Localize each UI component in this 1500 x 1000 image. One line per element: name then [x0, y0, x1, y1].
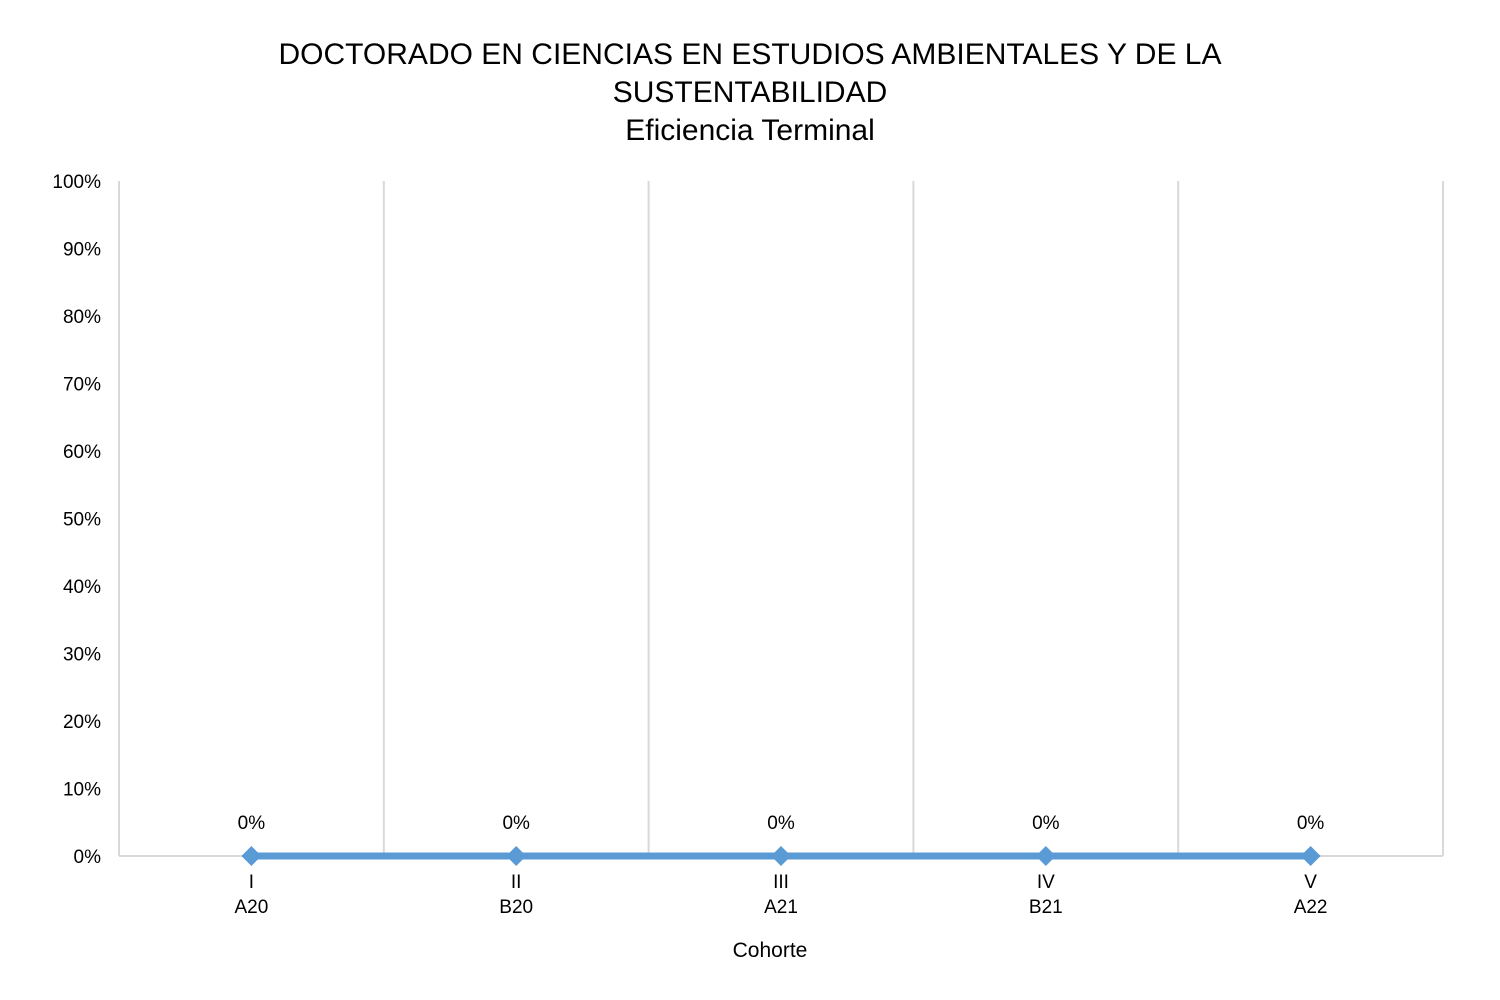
data-point-marker	[1301, 846, 1321, 866]
data-label: 0%	[1032, 813, 1060, 834]
data-label: 0%	[502, 813, 530, 834]
y-tick-label: 30%	[63, 645, 101, 666]
x-tick-label-roman: III	[773, 872, 789, 893]
y-tick-label: 0%	[74, 847, 102, 868]
x-tick-label-roman: V	[1304, 872, 1317, 893]
series: 0% 0% 0% 0% 0%	[238, 813, 1325, 866]
x-tick-label-roman: IV	[1037, 872, 1055, 893]
data-label: 0%	[238, 813, 266, 834]
y-tick-label: 80%	[63, 307, 101, 328]
x-tick-label-code: A22	[1294, 897, 1328, 918]
x-tick-label-code: B21	[1029, 897, 1063, 918]
y-tick-label: 10%	[63, 780, 101, 801]
y-tick-label: 50%	[63, 510, 101, 531]
x-tick-label-code: B20	[499, 897, 533, 918]
x-tick-label-code: A20	[234, 897, 268, 918]
data-point-marker	[506, 846, 526, 866]
gridlines	[119, 181, 1443, 856]
y-tick-label: 90%	[63, 240, 101, 261]
y-tick-label: 70%	[63, 375, 101, 396]
y-tick-label: 20%	[63, 712, 101, 733]
data-point-marker	[241, 846, 261, 866]
x-tick-label-code: A21	[764, 897, 798, 918]
y-tick-label: 100%	[52, 172, 101, 193]
data-label: 0%	[767, 813, 795, 834]
y-tick-label: 60%	[63, 442, 101, 463]
data-label: 0%	[1297, 813, 1325, 834]
data-point-marker	[1036, 846, 1056, 866]
x-axis-ticks: I A20 II B20 III A21 IV B21 V A22	[234, 872, 1327, 918]
x-tick-label-roman: I	[249, 872, 254, 893]
y-tick-label: 40%	[63, 577, 101, 598]
y-axis-ticks: 0% 10% 20% 30% 40% 50% 60% 70% 80% 90% 100%	[52, 172, 101, 868]
data-point-marker	[771, 846, 791, 866]
x-axis-title: Cohorte	[733, 939, 808, 962]
x-tick-label-roman: II	[511, 872, 522, 893]
